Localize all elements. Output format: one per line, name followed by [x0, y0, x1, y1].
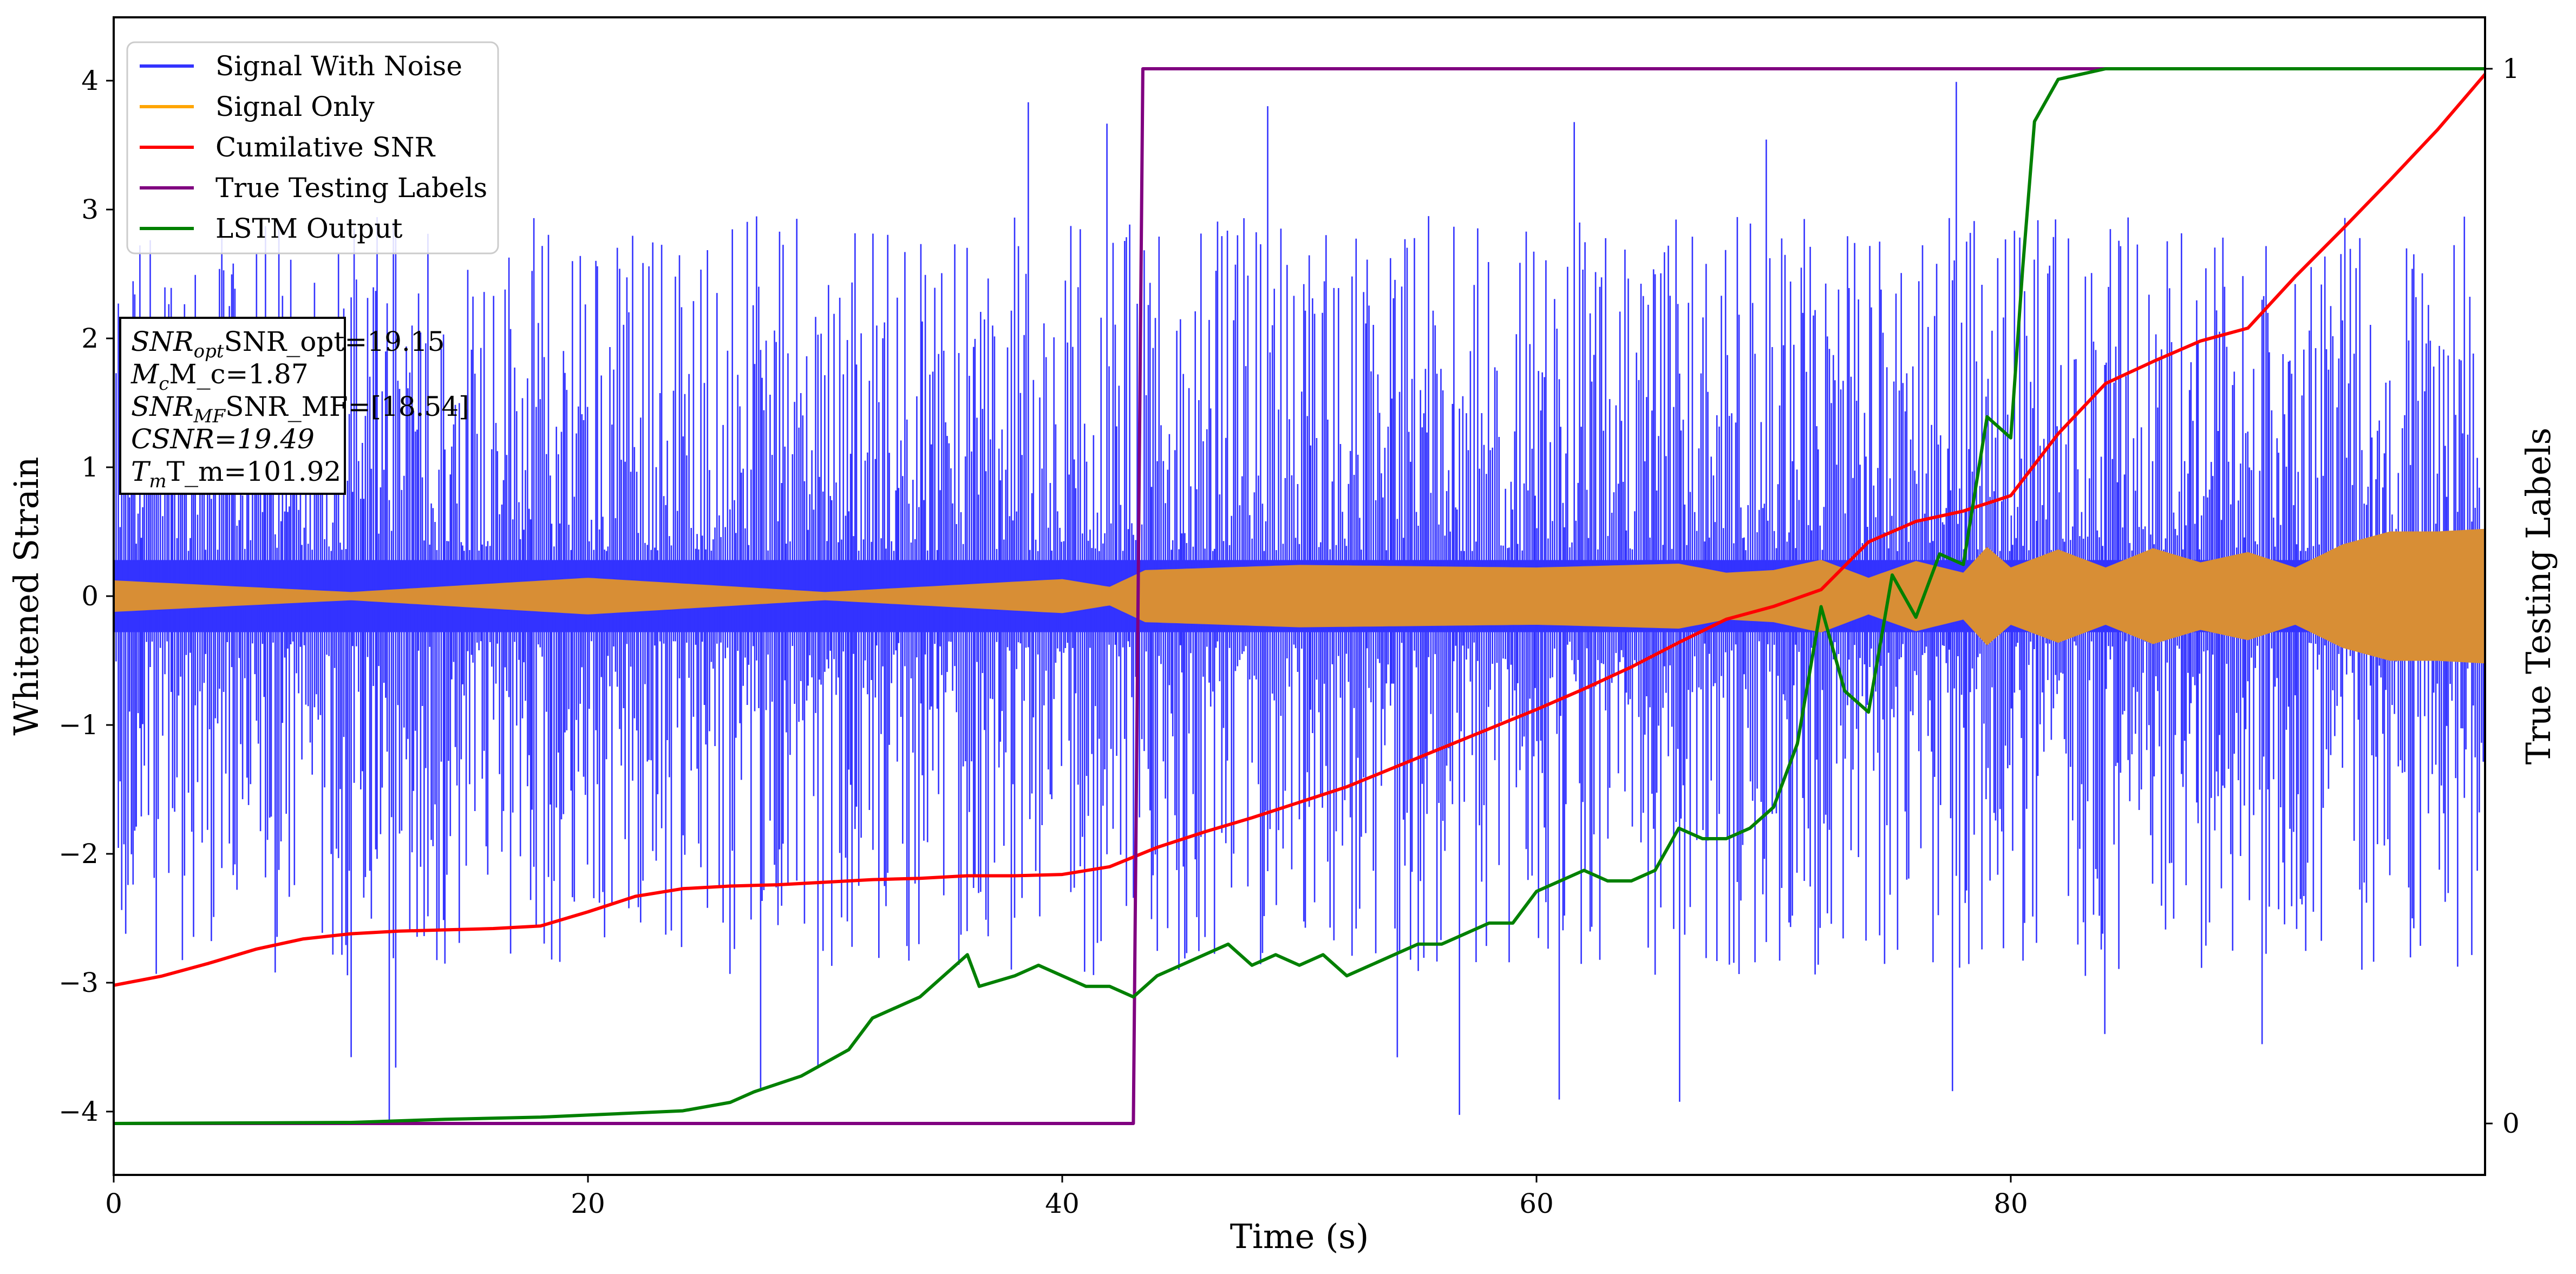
y-tick-label: −4: [58, 1096, 99, 1127]
signal-only-envelope: [114, 528, 2485, 664]
y-axis-ticks: −4 −3 −2 −1 0 1 2 3 4: [58, 65, 114, 1127]
y-tick-label: 1: [81, 452, 99, 483]
x-axis-ticks: 0 20 40 60 80: [105, 1175, 2028, 1219]
legend-label: Signal Only: [215, 91, 375, 122]
plot-area: [114, 17, 2485, 1175]
x-tick-label: 60: [1519, 1188, 1554, 1219]
y2-axis-ticks: 01: [2485, 53, 2520, 1139]
y-tick-label: −3: [58, 967, 99, 998]
y-axis-label: Whitened Strain: [6, 457, 46, 736]
y2-axis-label: True Testing Labels: [2519, 428, 2558, 765]
info-snr-mf: SNRMFSNR_MF=[18.54]: [131, 391, 469, 427]
info-annotation: SNRoptSNR_opt=19.15 McM_c=1.87 SNRMFSNR_…: [119, 317, 469, 495]
info-box-frame: [119, 317, 346, 495]
y2-tick-label: 0: [2502, 1108, 2520, 1139]
y2-tick-label: 1: [2502, 53, 2520, 84]
y-tick-label: 2: [81, 323, 99, 354]
y-tick-label: 0: [81, 580, 99, 612]
info-tm: TmT_m=101.92: [131, 456, 341, 492]
legend-label: Signal With Noise: [215, 50, 462, 82]
info-snr-opt: SNRoptSNR_opt=19.15: [131, 326, 444, 362]
x-axis-label: Time (s): [1230, 1217, 1369, 1256]
legend-box: [126, 41, 499, 254]
info-mc: McM_c=1.87: [130, 358, 309, 395]
y-tick-label: −1: [58, 709, 99, 741]
legend: Signal With Noise Signal Only Cumilative S…: [126, 41, 499, 254]
signal-only-layer: [114, 528, 2485, 664]
x-tick-label: 80: [1993, 1188, 2028, 1219]
y-tick-label: 4: [81, 65, 99, 96]
x-tick-label: 40: [1045, 1188, 1080, 1219]
legend-label: True Testing Labels: [215, 172, 487, 204]
series-lines-layer: [114, 67, 2485, 1125]
y-tick-label: −2: [58, 838, 99, 870]
legend-label: Cumilative SNR: [215, 132, 435, 163]
true-testing-labels-line: [114, 67, 2485, 1125]
info-csnr: CSNR=19.49: [131, 423, 315, 455]
legend-label: LSTM Output: [215, 213, 402, 244]
x-tick-label: 20: [571, 1188, 605, 1219]
x-tick-label: 0: [105, 1188, 122, 1219]
lstm-output-line: [114, 67, 2485, 1125]
cumulative-snr-line: [114, 73, 2485, 987]
legend-items: Signal With Noise Signal Only Cumilative S…: [140, 50, 487, 244]
y-tick-label: 3: [81, 194, 99, 225]
